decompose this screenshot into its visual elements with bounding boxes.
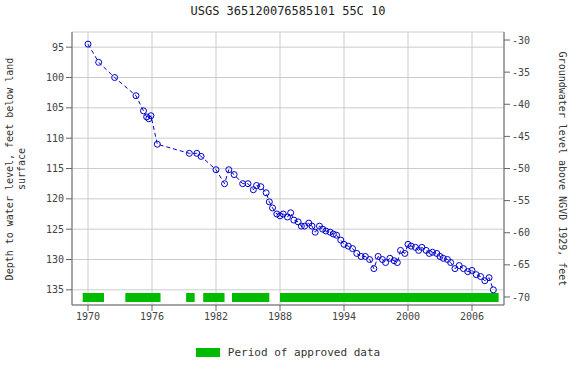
svg-text:-45: -45: [512, 131, 530, 142]
svg-text:-30: -30: [512, 35, 530, 46]
svg-text:100: 100: [46, 72, 64, 83]
svg-text:1970: 1970: [76, 311, 100, 322]
svg-text:-35: -35: [512, 67, 530, 78]
svg-text:1988: 1988: [268, 311, 292, 322]
svg-text:1982: 1982: [204, 311, 228, 322]
svg-text:1994: 1994: [332, 311, 356, 322]
svg-text:2000: 2000: [396, 311, 420, 322]
svg-text:-65: -65: [512, 259, 530, 270]
svg-text:1976: 1976: [140, 311, 164, 322]
svg-text:130: 130: [46, 254, 64, 265]
svg-text:125: 125: [46, 224, 64, 235]
svg-text:2006: 2006: [460, 311, 484, 322]
svg-text:-50: -50: [512, 163, 530, 174]
svg-text:95: 95: [52, 42, 64, 53]
svg-text:105: 105: [46, 102, 64, 113]
html-text:USGS 365120076585101 55C 10: USGS 365120076585101 55C 10: [190, 4, 386, 18]
svg-text:-40: -40: [512, 99, 530, 110]
html-text:Groundwater level above NGVD 1: Groundwater level above NGVD 1929, feet: [557, 51, 568, 286]
html-text:Period of approved data: Period of approved data: [227, 346, 381, 359]
svg-text:135: 135: [46, 284, 64, 295]
svg-text:-55: -55: [512, 195, 530, 206]
svg-text:110: 110: [46, 133, 64, 144]
svg-text:115: 115: [46, 163, 64, 174]
svg-text:120: 120: [46, 193, 64, 204]
html-text:Depth to water level, feet bel: Depth to water level, feet below land su…: [4, 57, 27, 280]
svg-text:-60: -60: [512, 227, 530, 238]
svg-text:-70: -70: [512, 292, 530, 303]
